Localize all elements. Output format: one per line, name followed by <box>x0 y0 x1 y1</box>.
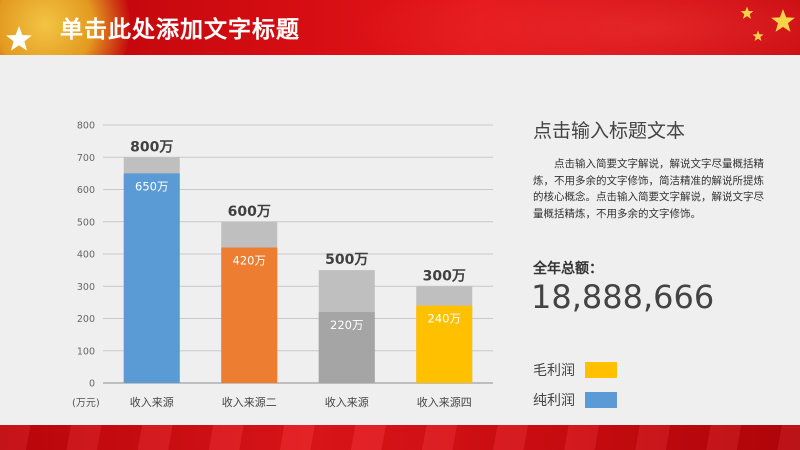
y-tick-label: 300 <box>77 282 95 293</box>
legend-swatch-yellow <box>585 362 617 378</box>
y-tick-label: 800 <box>77 121 95 132</box>
legend-item-net-profit: 纯利润 <box>533 390 617 410</box>
x-category-label: 收入来源 <box>130 395 174 409</box>
y-tick-label: 100 <box>77 346 95 357</box>
data-label-net: 650万 <box>135 179 168 193</box>
y-tick-label: 400 <box>77 250 95 261</box>
data-label-total: 500万 <box>325 252 368 268</box>
legend-label: 纯利润 <box>533 393 575 409</box>
header-banner: 单击此处添加文字标题 <box>0 0 800 55</box>
data-label-total: 300万 <box>423 268 466 284</box>
total-label: 全年总额： <box>533 261 603 277</box>
description-text[interactable]: 点击输入简要文字解说，解说文字尽量概括精炼，不用多余的文字修饰，简洁精准的解说所… <box>533 158 764 220</box>
legend-swatch-blue <box>585 392 617 408</box>
data-label-total: 800万 <box>130 139 173 155</box>
bar-net <box>416 305 473 383</box>
y-tick-label: 0 <box>89 379 95 390</box>
star-icon <box>752 30 764 41</box>
x-category-label: 收入来源 <box>325 395 369 409</box>
total-value: 18,888,666 <box>531 278 715 316</box>
footer-texture <box>0 425 800 450</box>
bar-net <box>221 247 278 383</box>
data-label-net: 220万 <box>330 318 363 332</box>
footer-banner <box>0 425 800 450</box>
x-category-label: 收入来源二 <box>222 395 277 409</box>
x-category-label: 收入来源四 <box>417 395 472 409</box>
bar-net <box>123 173 180 383</box>
data-label-net: 240万 <box>428 312 461 326</box>
y-tick-label: 600 <box>77 185 95 196</box>
star-icon <box>771 9 795 32</box>
y-tick-label: 700 <box>77 153 95 164</box>
banner-swirl <box>300 0 800 55</box>
data-label-total: 600万 <box>228 204 271 220</box>
text-title[interactable]: 点击输入标题文本 <box>533 120 686 142</box>
star-icon <box>740 6 754 19</box>
legend-label: 毛利润 <box>533 363 575 379</box>
slide-title[interactable]: 单击此处添加文字标题 <box>60 17 300 43</box>
y-unit-label: (万元) <box>72 398 100 409</box>
star-icon <box>6 26 32 51</box>
bar-net <box>318 312 375 383</box>
legend-item-gross-profit: 毛利润 <box>533 360 617 380</box>
y-tick-label: 500 <box>77 217 95 228</box>
y-tick-label: 200 <box>77 314 95 325</box>
data-label-net: 420万 <box>233 254 266 268</box>
